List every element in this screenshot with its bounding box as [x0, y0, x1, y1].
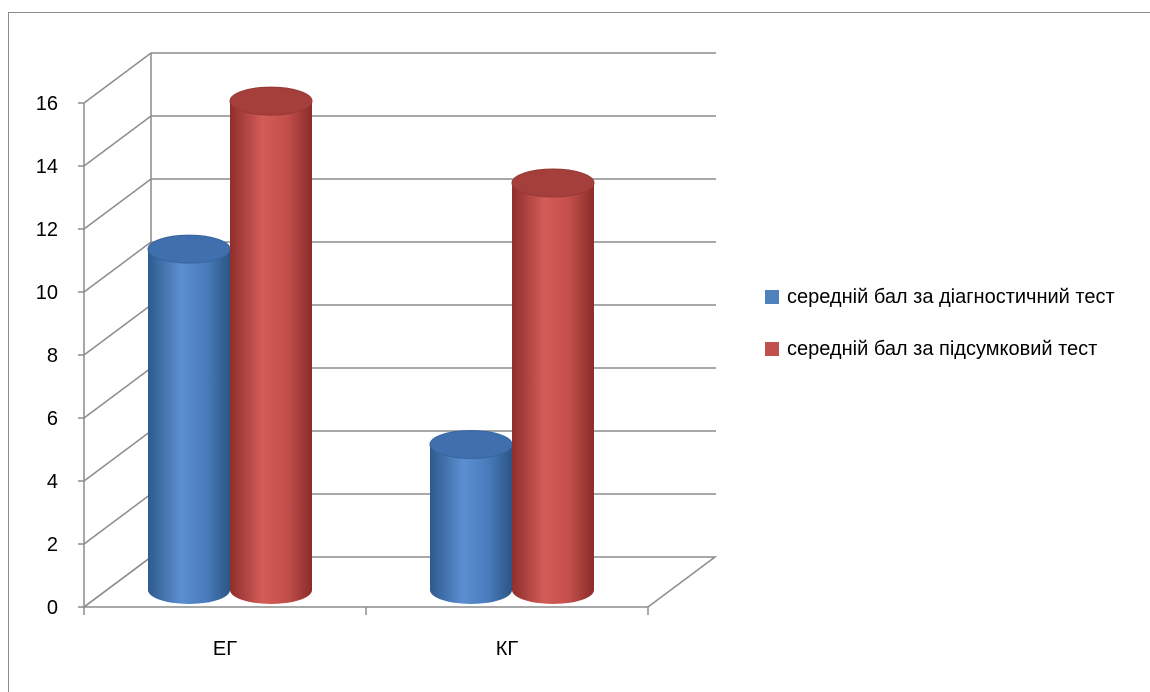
cylinder-body [512, 183, 594, 604]
y-tick-label: 16 [36, 93, 58, 115]
bars [147, 86, 595, 604]
y-tick-label: 10 [36, 282, 58, 304]
y-tick-label: 14 [36, 156, 58, 178]
bar-1-0 [229, 86, 313, 604]
legend-swatch-blue [765, 290, 779, 304]
y-tick-label: 4 [47, 471, 58, 493]
legend-item-final: середній бал за підсумковий тест [765, 334, 1145, 364]
x-category-label: ЕГ [213, 638, 237, 660]
gridline-diagonal [83, 304, 152, 356]
cylinder-body [148, 249, 230, 604]
cylinder-top [511, 168, 595, 198]
y-tick-labels: 0 2 4 6 8 10 12 14 16 [36, 93, 58, 619]
gridline-diagonal [83, 52, 152, 104]
gridline-diagonal [83, 178, 152, 230]
chart-frame [8, 12, 1150, 692]
floor [81, 556, 718, 608]
gridline-diagonal [83, 367, 152, 419]
gridline-diagonal [83, 430, 152, 482]
bar-1-1 [511, 168, 595, 604]
y-tick-label: 2 [47, 534, 58, 556]
y-tick-label: 0 [47, 597, 58, 619]
gridline-diagonal [83, 115, 152, 167]
legend-label-diagnostic: середній бал за діагностичний тест [787, 286, 1115, 308]
y-tick-label: 6 [47, 408, 58, 430]
legend-label-final: середній бал за підсумковий тест [787, 338, 1098, 360]
legend-item-diagnostic: середній бал за діагностичний тест [765, 282, 1145, 312]
bar-0-0 [147, 234, 231, 604]
cylinder-top [229, 86, 313, 116]
legend: середній бал за діагностичний тест серед… [765, 282, 1145, 386]
bar-0-1 [429, 429, 513, 604]
x-category-label: КГ [496, 638, 519, 660]
gridline-diagonal [83, 493, 152, 545]
cylinder-top [429, 429, 513, 459]
cylinder-top [147, 234, 231, 264]
y-tick-label: 8 [47, 345, 58, 367]
cylinder-body [230, 101, 312, 604]
legend-swatch-red [765, 342, 779, 356]
chart-plot: 0 2 4 6 8 10 12 14 16 ЕГ КГ [36, 52, 718, 660]
gridline-diagonal [83, 241, 152, 293]
category-labels: ЕГ КГ [213, 638, 518, 660]
y-tick-label: 12 [36, 219, 58, 241]
cylinder-body [430, 444, 512, 604]
